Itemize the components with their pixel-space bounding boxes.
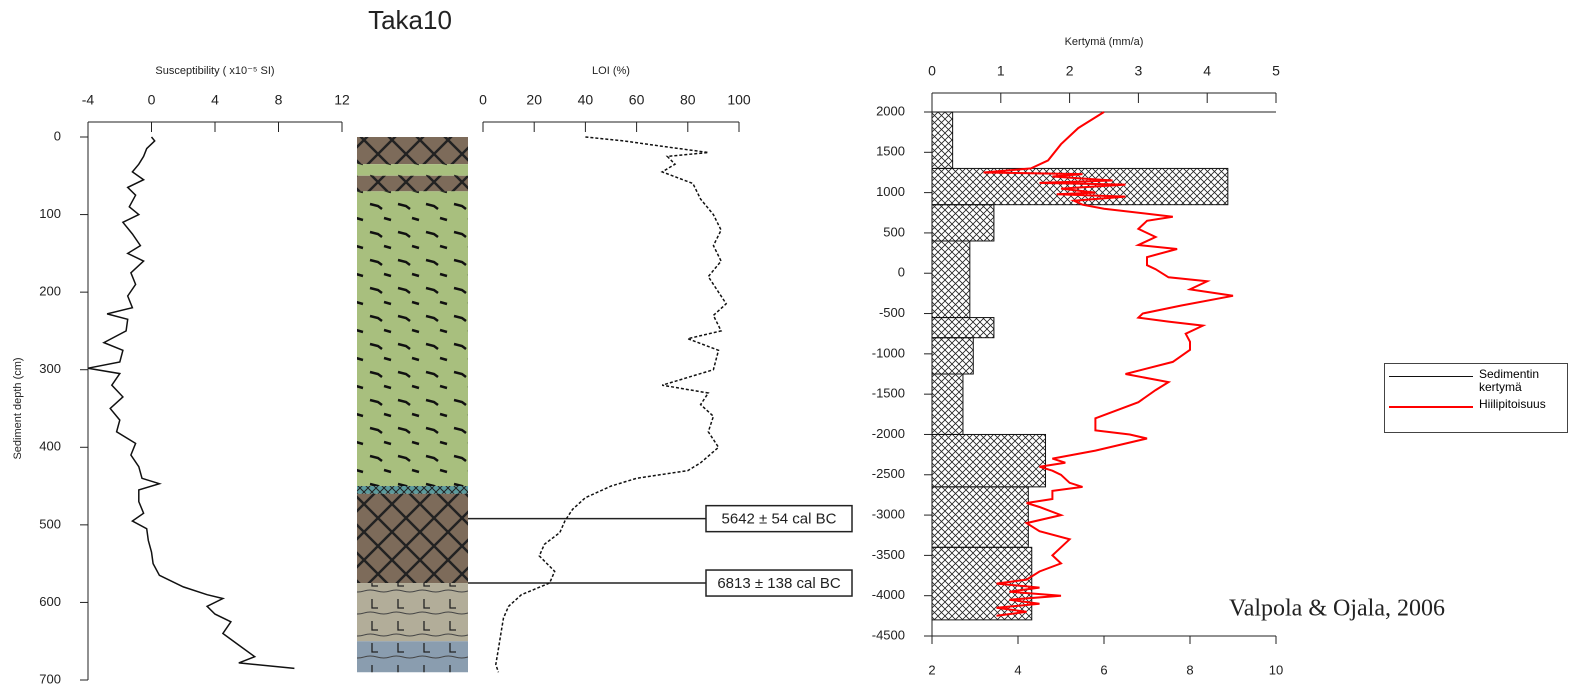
- lithology-texture: [357, 641, 468, 672]
- y-tick-label: 600: [39, 594, 61, 609]
- accumulation-bar: [932, 318, 994, 338]
- accumulation-bar: [932, 547, 1032, 620]
- y-tick-label: -4000: [872, 587, 905, 602]
- legend-swatch: [1389, 406, 1473, 408]
- legend: Sedimentin kertymä Hiilipitoisuus: [1384, 363, 1568, 433]
- x-tick-label: 0: [148, 92, 156, 108]
- data-line: [496, 137, 726, 672]
- y-tick-label: -1000: [872, 345, 905, 360]
- accumulation-bar: [932, 487, 1028, 547]
- lithology-texture: [357, 486, 468, 494]
- x-tick-label: 0: [928, 63, 936, 79]
- x2-tick-label: 10: [1269, 662, 1283, 677]
- y-tick-label: 100: [39, 206, 61, 221]
- x2-tick-label: 4: [1014, 662, 1021, 677]
- figure-title: Taka10: [368, 5, 452, 35]
- x-tick-label: 20: [526, 92, 542, 108]
- accumulation-bar: [932, 434, 1046, 486]
- x-axis-title: Susceptibility ( x10⁻⁵ SI): [155, 65, 274, 77]
- y-tick-label: -500: [879, 305, 905, 320]
- y-tick-label: -2500: [872, 466, 905, 481]
- x-tick-label: 5: [1272, 63, 1280, 79]
- x-tick-label: 60: [629, 92, 645, 108]
- date-label: 6813 ± 138 cal BC: [717, 575, 840, 592]
- legend-entry: Sedimentin kertymä: [1389, 368, 1563, 394]
- lithology-texture: [357, 191, 468, 486]
- y-tick-label: 1500: [876, 144, 905, 159]
- x-tick-label: 3: [1135, 63, 1143, 79]
- legend-label: Hiilipitoisuus: [1479, 398, 1546, 411]
- lithology-texture: [357, 494, 468, 583]
- y-tick-label: 0: [898, 265, 905, 280]
- legend-label: Sedimentin kertymä: [1479, 368, 1563, 394]
- y-tick-label: -3500: [872, 547, 905, 562]
- accumulation-bar: [932, 112, 953, 168]
- x-tick-label: 8: [275, 92, 283, 108]
- x-tick-label: 40: [578, 92, 594, 108]
- y-tick-label: 300: [39, 361, 61, 376]
- y-tick-label: -1500: [872, 386, 905, 401]
- accumulation-bar: [932, 338, 973, 374]
- legend-swatch: [1389, 376, 1473, 377]
- y-tick-label: 2000: [876, 103, 905, 118]
- y-tick-label: 500: [883, 224, 905, 239]
- x-tick-label: 0: [479, 92, 487, 108]
- x-tick-label: 1: [997, 63, 1005, 79]
- lithology-texture: [357, 176, 468, 192]
- x-axis-title: LOI (%): [592, 65, 630, 77]
- y-tick-label: 0: [54, 128, 61, 143]
- y-tick-label: 1000: [876, 184, 905, 199]
- x-tick-label: 4: [211, 92, 219, 108]
- citation: Valpola & Ojala, 2006: [1229, 596, 1445, 622]
- accumulation-bar: [932, 374, 963, 434]
- lithology-texture: [357, 137, 468, 164]
- x2-tick-label: 8: [1186, 662, 1193, 677]
- date-label: 5642 ± 54 cal BC: [722, 511, 837, 528]
- legend-entry: Hiilipitoisuus: [1389, 398, 1563, 411]
- lithology-texture: [357, 164, 468, 176]
- x2-tick-label: 6: [1100, 662, 1107, 677]
- figure: Taka10 -404812Susceptibility ( x10⁻⁵ SI)…: [0, 0, 1577, 691]
- x2-tick-label: 2: [928, 662, 935, 677]
- x-tick-label: 2: [1066, 63, 1074, 79]
- x-tick-label: 4: [1203, 63, 1211, 79]
- y-tick-label: 400: [39, 439, 61, 454]
- x-tick-label: 100: [727, 92, 751, 108]
- x-tick-label: -4: [82, 92, 95, 108]
- y-tick-label: 200: [39, 284, 61, 299]
- chart: Taka10 -404812Susceptibility ( x10⁻⁵ SI)…: [0, 0, 1577, 691]
- y-tick-label: -2000: [872, 426, 905, 441]
- y-tick-label: -4500: [872, 627, 905, 642]
- lithology-texture: [357, 583, 468, 641]
- x-axis-title: Kertymä (mm/a): [1065, 36, 1144, 48]
- y-tick-label: 700: [39, 671, 61, 686]
- x-tick-label: 80: [680, 92, 696, 108]
- accumulation-bar: [932, 241, 970, 318]
- accumulation-bar: [932, 205, 994, 241]
- y-tick-label: -3000: [872, 507, 905, 522]
- data-line: [88, 137, 294, 668]
- y-axis-title: Sediment depth (cm): [12, 357, 24, 459]
- x-tick-label: 12: [334, 92, 350, 108]
- y-tick-label: 500: [39, 516, 61, 531]
